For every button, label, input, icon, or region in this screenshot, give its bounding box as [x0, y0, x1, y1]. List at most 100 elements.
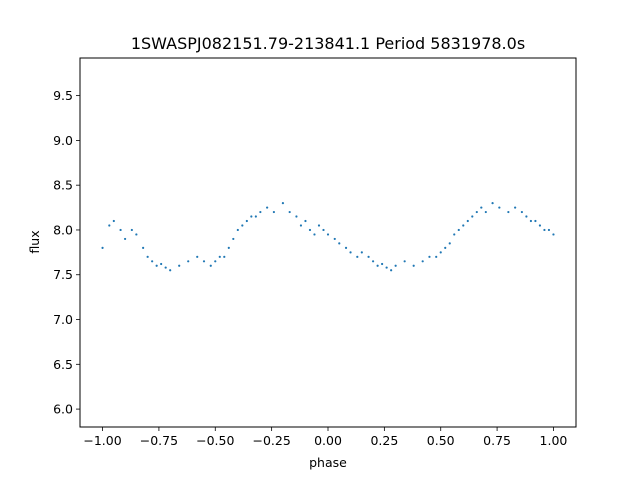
- data-point: [520, 210, 523, 214]
- data-point: [475, 210, 478, 214]
- y-tick-label: 9.0: [53, 133, 73, 148]
- data-point: [371, 260, 375, 263]
- data-point: [344, 246, 348, 249]
- chart-title: 1SWASPJ082151.79-213841.1 Period 5831978…: [131, 34, 525, 53]
- data-point: [164, 266, 167, 269]
- data-point: [223, 255, 226, 258]
- data-point: [214, 260, 217, 263]
- x-tick-label: −0.50: [196, 433, 234, 448]
- data-point: [317, 224, 321, 227]
- data-point: [169, 269, 172, 272]
- data-point: [241, 224, 244, 227]
- data-point: [543, 228, 546, 232]
- data-point: [547, 228, 551, 232]
- data-point: [202, 260, 206, 263]
- y-tick-label: 7.5: [53, 267, 73, 282]
- data-point: [356, 255, 359, 258]
- data-point: [281, 201, 285, 205]
- data-point: [552, 233, 555, 236]
- data-point: [435, 255, 438, 258]
- data-point: [313, 233, 316, 236]
- data-point: [130, 228, 133, 232]
- data-point: [466, 219, 469, 223]
- data-point: [135, 233, 138, 236]
- y-axis: 6.0 6.5 7.0 7.5 8.0 8.5 9.0 9.5: [53, 88, 80, 417]
- data-point: [250, 215, 253, 218]
- y-tick-label: 9.5: [53, 88, 73, 103]
- data-point: [385, 266, 388, 269]
- data-point: [295, 215, 298, 218]
- data-point: [108, 224, 111, 227]
- data-point: [498, 206, 501, 209]
- data-point: [288, 210, 291, 214]
- y-tick-label: 7.0: [53, 312, 73, 327]
- data-point: [218, 255, 221, 258]
- x-tick-label: 0.75: [483, 433, 511, 448]
- data-point: [119, 228, 122, 232]
- x-tick-label: −0.75: [140, 433, 178, 448]
- data-point: [151, 260, 154, 263]
- data-point: [390, 269, 393, 272]
- data-point: [227, 246, 230, 249]
- data-point: [232, 237, 235, 241]
- data-point: [254, 215, 257, 218]
- data-point: [367, 255, 370, 258]
- y-tick-label: 8.0: [53, 222, 73, 237]
- x-tick-label: 1.00: [540, 433, 568, 448]
- data-point: [462, 224, 465, 227]
- data-point: [453, 233, 456, 236]
- x-axis-label: phase: [309, 455, 347, 470]
- data-point: [507, 210, 510, 214]
- data-points: [101, 201, 555, 272]
- data-point: [259, 210, 262, 214]
- data-point: [333, 237, 336, 241]
- data-point: [209, 264, 212, 267]
- data-point: [196, 255, 199, 258]
- data-point: [322, 228, 325, 232]
- x-tick-label: −0.25: [252, 433, 290, 448]
- data-point: [187, 260, 190, 263]
- data-point: [155, 264, 158, 267]
- data-point: [178, 264, 181, 267]
- y-axis-label: flux: [27, 230, 42, 253]
- data-point: [403, 260, 406, 263]
- x-tick-label: 0.50: [427, 433, 455, 448]
- data-point: [381, 262, 384, 266]
- data-point: [471, 215, 474, 218]
- data-point: [439, 251, 442, 254]
- y-tick-label: 6.5: [53, 357, 73, 372]
- data-point: [146, 255, 149, 258]
- y-tick-label: 8.5: [53, 178, 73, 193]
- data-point: [514, 206, 517, 209]
- data-point: [245, 219, 248, 223]
- x-tick-label: 0.25: [370, 433, 398, 448]
- data-point: [304, 219, 307, 223]
- data-point: [491, 201, 494, 205]
- data-point: [338, 242, 341, 245]
- data-point: [529, 219, 533, 223]
- data-point: [299, 224, 303, 227]
- data-point: [142, 246, 145, 249]
- data-point: [412, 264, 415, 267]
- data-point: [308, 228, 312, 232]
- x-tick-label: −1.00: [83, 433, 121, 448]
- data-point: [101, 246, 104, 249]
- data-point: [394, 264, 397, 267]
- data-point: [538, 224, 542, 227]
- data-point: [448, 242, 451, 245]
- data-point: [484, 210, 487, 214]
- data-point: [421, 260, 424, 263]
- data-point: [326, 233, 330, 236]
- data-point: [272, 210, 275, 214]
- data-point: [266, 206, 269, 209]
- data-point: [160, 262, 163, 266]
- data-point: [360, 251, 363, 254]
- data-point: [480, 206, 483, 209]
- data-point: [112, 219, 115, 223]
- data-point: [236, 228, 239, 232]
- data-point: [123, 237, 127, 241]
- data-point: [525, 215, 528, 218]
- y-tick-label: 6.0: [53, 402, 73, 417]
